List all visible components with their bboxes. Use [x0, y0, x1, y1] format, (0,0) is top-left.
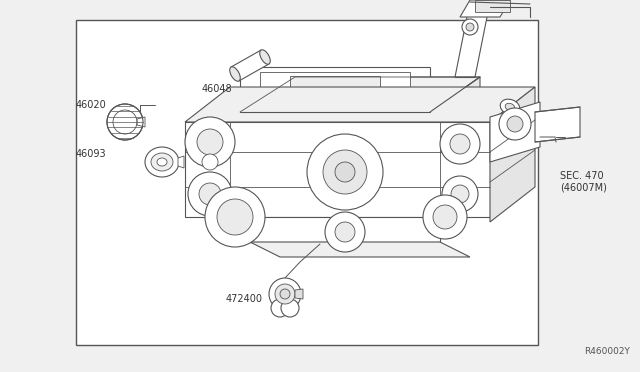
- Ellipse shape: [505, 103, 515, 111]
- Circle shape: [450, 134, 470, 154]
- Polygon shape: [137, 117, 145, 127]
- Circle shape: [323, 150, 367, 194]
- Polygon shape: [250, 217, 440, 242]
- Circle shape: [281, 299, 299, 317]
- Circle shape: [271, 299, 289, 317]
- Polygon shape: [295, 289, 303, 299]
- Polygon shape: [250, 242, 470, 257]
- Polygon shape: [430, 77, 480, 167]
- Circle shape: [335, 162, 355, 182]
- Circle shape: [185, 117, 235, 167]
- Polygon shape: [535, 107, 580, 142]
- Ellipse shape: [145, 147, 179, 177]
- Text: 46093: 46093: [76, 150, 106, 159]
- Polygon shape: [490, 102, 540, 162]
- Polygon shape: [185, 122, 490, 217]
- Text: 46020: 46020: [76, 100, 106, 110]
- Circle shape: [205, 187, 265, 247]
- Polygon shape: [290, 76, 380, 100]
- Circle shape: [188, 172, 232, 216]
- Circle shape: [280, 289, 290, 299]
- Polygon shape: [460, 0, 510, 17]
- Circle shape: [335, 222, 355, 242]
- Ellipse shape: [500, 99, 520, 115]
- Circle shape: [275, 284, 295, 304]
- Polygon shape: [240, 67, 430, 112]
- Circle shape: [507, 116, 523, 132]
- Circle shape: [269, 278, 301, 310]
- Polygon shape: [231, 50, 269, 81]
- Ellipse shape: [260, 50, 270, 64]
- Circle shape: [442, 176, 478, 212]
- Polygon shape: [185, 87, 535, 122]
- Circle shape: [423, 195, 467, 239]
- Text: 46048: 46048: [202, 84, 232, 93]
- Ellipse shape: [230, 67, 240, 81]
- Polygon shape: [455, 2, 490, 77]
- Circle shape: [199, 183, 221, 205]
- Text: SEC. 470
(46007M): SEC. 470 (46007M): [560, 171, 607, 192]
- Polygon shape: [475, 0, 510, 12]
- Circle shape: [197, 129, 223, 155]
- Polygon shape: [260, 72, 410, 104]
- Circle shape: [499, 108, 531, 140]
- Circle shape: [466, 23, 474, 31]
- Circle shape: [433, 205, 457, 229]
- Ellipse shape: [157, 158, 167, 166]
- Polygon shape: [490, 87, 535, 222]
- Circle shape: [107, 104, 143, 140]
- Circle shape: [202, 154, 218, 170]
- Text: 472400: 472400: [225, 294, 262, 304]
- Circle shape: [307, 134, 383, 210]
- Polygon shape: [178, 156, 184, 168]
- Polygon shape: [240, 77, 480, 112]
- Circle shape: [462, 19, 478, 35]
- Circle shape: [217, 199, 253, 235]
- Text: R460002Y: R460002Y: [584, 347, 630, 356]
- Circle shape: [451, 185, 469, 203]
- Ellipse shape: [151, 153, 173, 171]
- Circle shape: [440, 124, 480, 164]
- Circle shape: [325, 212, 365, 252]
- Polygon shape: [76, 20, 538, 345]
